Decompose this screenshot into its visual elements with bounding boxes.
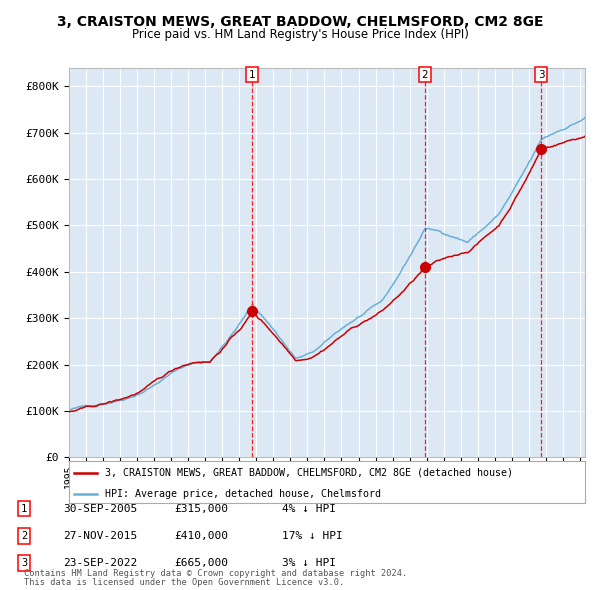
Text: 1: 1 <box>249 70 256 80</box>
Text: 23-SEP-2022: 23-SEP-2022 <box>63 558 137 568</box>
Text: £665,000: £665,000 <box>174 558 228 568</box>
Text: 1: 1 <box>21 504 27 513</box>
Text: 17% ↓ HPI: 17% ↓ HPI <box>282 531 343 540</box>
Text: 3% ↓ HPI: 3% ↓ HPI <box>282 558 336 568</box>
Text: 27-NOV-2015: 27-NOV-2015 <box>63 531 137 540</box>
Text: £315,000: £315,000 <box>174 504 228 513</box>
Text: Price paid vs. HM Land Registry's House Price Index (HPI): Price paid vs. HM Land Registry's House … <box>131 28 469 41</box>
Text: 4% ↓ HPI: 4% ↓ HPI <box>282 504 336 513</box>
Text: £410,000: £410,000 <box>174 531 228 540</box>
Text: 30-SEP-2005: 30-SEP-2005 <box>63 504 137 513</box>
Text: 3: 3 <box>538 70 545 80</box>
Text: 2: 2 <box>422 70 428 80</box>
Text: 2: 2 <box>21 531 27 540</box>
Text: HPI: Average price, detached house, Chelmsford: HPI: Average price, detached house, Chel… <box>105 489 381 499</box>
Text: 3, CRAISTON MEWS, GREAT BADDOW, CHELMSFORD, CM2 8GE: 3, CRAISTON MEWS, GREAT BADDOW, CHELMSFO… <box>57 15 543 29</box>
Text: 3: 3 <box>21 558 27 568</box>
Text: This data is licensed under the Open Government Licence v3.0.: This data is licensed under the Open Gov… <box>24 578 344 587</box>
Text: Contains HM Land Registry data © Crown copyright and database right 2024.: Contains HM Land Registry data © Crown c… <box>24 569 407 578</box>
Text: 3, CRAISTON MEWS, GREAT BADDOW, CHELMSFORD, CM2 8GE (detached house): 3, CRAISTON MEWS, GREAT BADDOW, CHELMSFO… <box>105 468 513 478</box>
